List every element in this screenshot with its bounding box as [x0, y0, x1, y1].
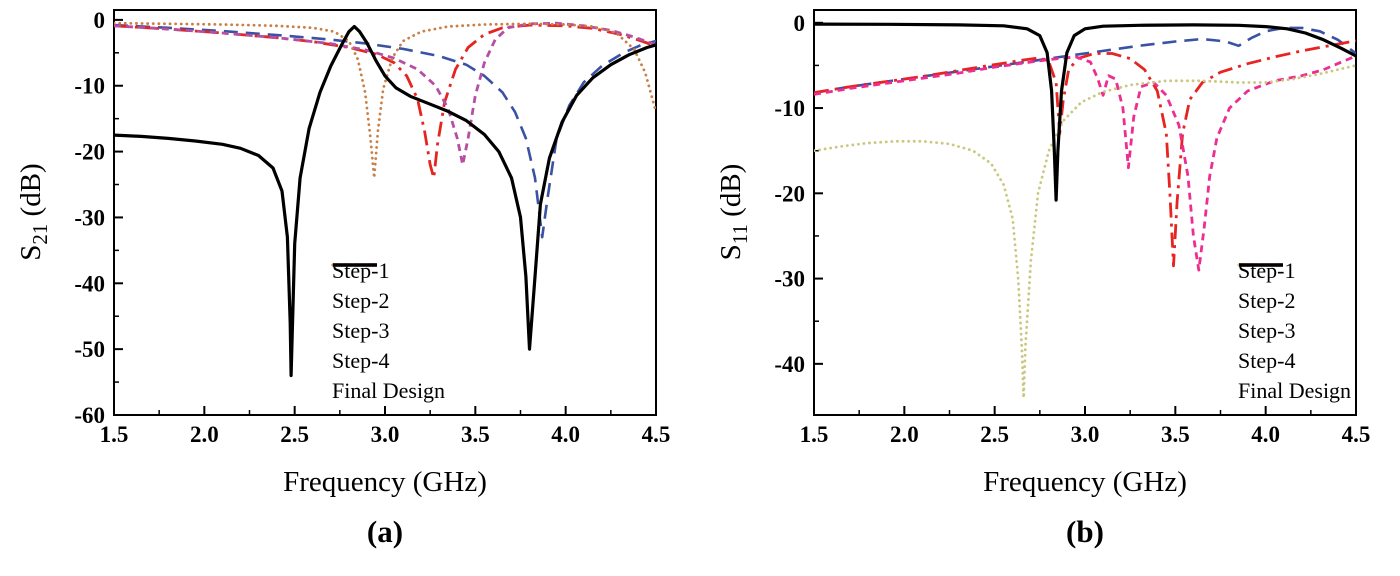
- y-tick-label: -20: [74, 140, 105, 165]
- x-tick-label: 4.5: [642, 422, 671, 447]
- legend-b: Step-1 Step-2 Step-3 Step-4 Final Design: [1237, 258, 1352, 404]
- x-tick-label: 4.0: [1251, 422, 1280, 447]
- legend-item-step-4: Step-4: [331, 263, 445, 374]
- legend-label-step-3: Step-3: [1238, 318, 1296, 343]
- y-tick-label: -40: [74, 271, 105, 296]
- legend-item-step-2: Step-2: [332, 263, 445, 314]
- plot-area-b: 1.5 2.0 2.5 3.0 3.5 4.0 4.5 0 -10 -20 -30 -40 Step-…: [760, 0, 1370, 455]
- y-axis-label-a-subscript: 21: [27, 223, 52, 245]
- legend-label-step-3: Step-3: [332, 318, 390, 343]
- legend-item-final-design: Final Design: [1238, 263, 1352, 404]
- legend-a: Step-1 Step-2 Step-3 Step-4 Final Design: [331, 258, 446, 404]
- legend-label-step-4: Step-4: [1238, 348, 1296, 373]
- x-tick-label: 2.0: [890, 422, 919, 447]
- x-tick-label: 1.5: [100, 422, 129, 447]
- series-final-design: [114, 24, 656, 378]
- x-tick-label: 2.5: [980, 422, 1009, 447]
- y-tick-label: -20: [774, 181, 805, 206]
- x-tick-label: 4.0: [551, 422, 580, 447]
- panel-caption-b: (b): [1066, 514, 1104, 549]
- legend-label-final-design: Final Design: [1238, 378, 1352, 403]
- x-tick-label: 3.5: [461, 422, 490, 447]
- y-tick-label: 0: [794, 11, 806, 36]
- x-axis-label-a: Frequency (GHz): [283, 466, 487, 498]
- x-tick-label: 3.5: [1161, 422, 1190, 447]
- x-axis-label-b: Frequency (GHz): [983, 466, 1187, 498]
- x-tick-label: 1.5: [800, 422, 829, 447]
- series-step-1: [114, 23, 656, 239]
- series-step-4: [814, 64, 1356, 400]
- legend-label-step-1: Step-1: [332, 258, 390, 283]
- series-step-2: [814, 39, 1356, 268]
- y-tick-label: -60: [74, 403, 105, 428]
- y-axis-label-a: S21 (dB): [15, 163, 53, 260]
- plot-area-a: 1.5 2.0 2.5 3.0 3.5 4.0 4.5 0 -10 -20 -30 -40 -50 -60…: [60, 0, 670, 455]
- y-tick-label: -40: [774, 352, 805, 377]
- legend-item-step-3: Step-3: [1238, 263, 1351, 344]
- y-tick-label: -10: [774, 96, 805, 121]
- legend-label-final-design: Final Design: [332, 378, 446, 403]
- legend-line-sample-final-design: [1239, 263, 1283, 267]
- chart-a: 1.5 2.0 2.5 3.0 3.5 4.0 4.5 0 -10 -20 -30 -40 -50 -60: [74, 8, 671, 447]
- legend-item-step-3: Step-3: [332, 263, 445, 344]
- chart-b: 1.5 2.0 2.5 3.0 3.5 4.0 4.5 0 -10 -20 -30 -40: [774, 9, 1371, 447]
- legend-item-step-4: Step-4: [1237, 263, 1351, 374]
- legend-label-step-2: Step-2: [1238, 288, 1296, 313]
- panel-a: S21 (dB) 1.5 2.0 2.5 3.0 3.5 4.0 4.5 0 -10 -20 -30…: [15, 0, 670, 549]
- panel-b: S11 (dB) 1.5 2.0 2.5 3.0 3.5 4.0 4.5 0 -10 -20 -30…: [700, 0, 1400, 576]
- series-final-design: [814, 22, 1356, 202]
- legend-item-final-design: Final Design: [332, 263, 446, 404]
- y-tick-label: -50: [74, 337, 105, 362]
- x-tick-label: 3.0: [371, 422, 400, 447]
- y-axis-label-b-subscript: 11: [727, 224, 752, 245]
- legend-label-step-2: Step-2: [332, 288, 390, 313]
- series-step-1: [814, 26, 1356, 94]
- legend-label-step-1: Step-1: [1238, 258, 1296, 283]
- y-tick-label: -10: [74, 74, 105, 99]
- y-axis-label-a-prefix: S: [15, 244, 48, 261]
- legend-line-sample-final-design: [333, 263, 377, 267]
- y-axis-label-b-prefix: S: [715, 244, 748, 261]
- y-axis-label-b: S11 (dB): [715, 164, 753, 261]
- x-tick-label: 4.5: [1342, 422, 1371, 447]
- y-tick-label: -30: [74, 205, 105, 230]
- series-step-3: [114, 21, 656, 167]
- x-tick-label: 2.5: [280, 422, 309, 447]
- legend-label-step-4: Step-4: [332, 348, 390, 373]
- x-tick-label: 2.0: [190, 422, 219, 447]
- series-step-3: [814, 54, 1356, 272]
- panel-caption-a: (a): [366, 514, 404, 549]
- y-tick-label: 0: [94, 8, 106, 33]
- y-axis-label-a-suffix: (dB): [15, 163, 48, 224]
- y-axis-label-b-suffix: (dB): [715, 163, 748, 225]
- x-tick-label: 3.0: [1071, 422, 1100, 447]
- legend-item-step-2: Step-2: [1238, 263, 1351, 314]
- legend-item-step-1: Step-1: [1238, 258, 1351, 284]
- y-tick-label: -30: [774, 267, 805, 292]
